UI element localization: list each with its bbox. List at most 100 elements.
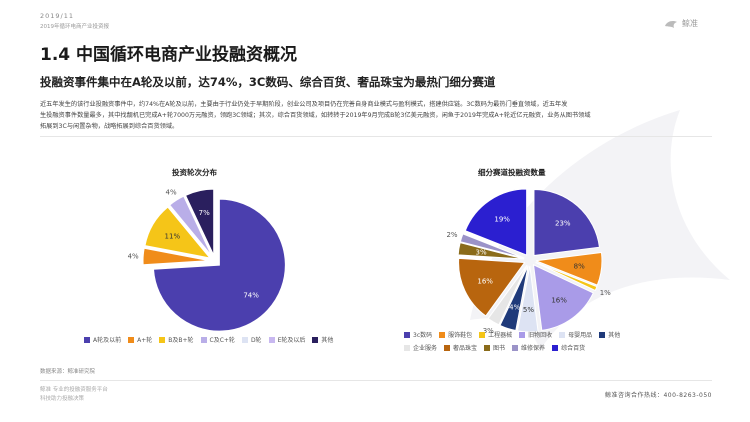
legend-label: 奢品珠宝 [453,345,478,352]
legend-label: 3c数码 [413,332,433,339]
legend-item: 综合百货 [552,343,585,352]
legend-swatch [444,344,451,351]
background-whale-shape [470,110,730,350]
pie-slice [142,247,210,266]
pie-chart-rounds: 74% 4% 11% 4% 7% [128,188,286,332]
slice-value-label: 5% [523,306,534,314]
legend-swatch [404,344,410,351]
slice-value-label: 3% [475,249,486,257]
legend-swatch [312,336,319,343]
pie-slice [457,242,525,260]
legend-item: C及C+轮 [200,335,235,344]
legend-item: D轮 [241,335,262,344]
legend-swatch [552,344,559,351]
slice-value-label: 23% [555,219,571,227]
legend-label: C及C+轮 [209,337,235,344]
legend-label: B及B+轮 [168,337,194,344]
pie-slice [144,206,212,259]
pie-slice [152,198,286,332]
pie-slice [535,261,598,292]
legend-swatch [479,331,486,338]
legend-segments: 3c数码 服饰鞋包 工程器械 旧物回收 母婴用品 其他企业服务 奢品珠宝 图书 维修保养 综合百货 [404,330,654,356]
legend-label: E轮及以后 [277,337,306,344]
chart-title-segments: 细分赛道投融资数量 [478,168,546,177]
legend-item: 企业服务 [404,343,437,352]
legend-label: 服饰鞋包 [448,332,473,339]
body-line: 拓展到3C与闲置杂物，战略拓展到综合百货领域。 [40,123,179,130]
source-note: 数据来源：鲸准研究院 [40,369,96,375]
legend-item: A轮及以前 [84,335,121,344]
legend-label: A轮及以前 [93,337,122,344]
legend-swatch [439,331,446,338]
footer-left: 鲸准 专业的投融资服务平台 科技助力投融决策 [40,386,108,404]
legend-label: A+轮 [137,337,153,344]
legend-swatch [268,336,275,343]
slice-value-label: 2% [446,231,457,239]
slice-value-label: 4% [166,188,177,196]
legend-swatch [404,331,410,338]
pie-chart-segments: 23% 8% 1% 16% 5%4% 3% 16% 3% 2% 19% [446,188,611,335]
pie-slice [533,188,601,257]
legend-swatch [200,336,207,343]
pie-slice [184,188,215,256]
slice-value-label: 3% [483,327,494,335]
pie-slice [464,188,528,256]
logo-text: 鲸准 [682,19,698,28]
legend-item: B及B+轮 [159,335,194,344]
slice-value-label: 4% [128,252,139,260]
legend-item: 母婴用品 [559,330,592,339]
legend-label: 企业服务 [413,345,438,352]
slice-value-label: 19% [494,216,510,224]
legend-swatch [599,331,606,338]
report-name: 2019年循环电商产业投资报 [40,24,109,30]
legend-item: 旧物回收 [519,330,552,339]
slice-value-label: 16% [477,278,493,286]
legend-label: 其他 [608,332,621,339]
page-title: 1.4 中国循环电商产业投融资概况 [40,45,298,65]
legend-item: 维修保养 [512,343,545,352]
legend-swatch [128,336,135,343]
legend-swatch [519,331,526,338]
legend-label: 工程器械 [488,332,513,339]
legend-item: A+轮 [128,335,152,344]
slice-value-label: 1% [600,289,611,297]
legend-label: 维修保养 [521,345,546,352]
pie-slice [459,233,525,259]
legend-swatch [512,344,519,351]
slice-value-label: 4% [509,304,520,312]
legend-item: 其他 [312,335,333,344]
legend-item: 工程器械 [479,330,512,339]
divider [40,380,712,381]
legend-swatch [159,336,166,343]
whale-logo-icon [665,20,677,28]
legend-rounds: A轮及以前 A+轮 B及B+轮 C及C+轮 D轮 E轮及以后 其他 [84,335,354,348]
legend-item: 图书 [484,343,505,352]
slice-value-label: 74% [243,291,259,299]
pie-slice [169,195,213,257]
slice-value-label: 11% [165,232,181,240]
footer-line: 鲸准 专业的投融资服务平台 [40,387,108,393]
body-line: 生投融资事件数量最多，其中找靓机已完成A+轮7000万元融资，领跑3C领域；其次… [40,112,591,119]
legend-label: 综合百货 [561,345,586,352]
slice-value-label: 16% [551,297,567,305]
slice-value-label: 7% [199,209,210,217]
legend-label: D轮 [250,337,262,344]
page-subtitle: 投融资事件集中在A轮及以前，达74%，3C数码、综合百货、奢品珠宝为最热门细分赛… [40,75,496,89]
body-paragraph: 近五年发生的该行业投融资事件中，约74%在A轮及以前，主要由于行业仍处于早期阶段… [40,99,712,132]
legend-item: 3c数码 [404,330,432,339]
legend-item: 奢品珠宝 [444,343,477,352]
footer-line: 科技助力投融决策 [40,396,85,402]
footer-hotline: 鲸准咨询合作热线：400-8263-050 [604,392,712,399]
legend-swatch [484,344,491,351]
legend-item: 其他 [599,330,620,339]
chart-title-rounds: 投资轮次分布 [172,168,217,177]
legend-label: 母婴用品 [568,332,593,339]
brand-logo: 鲸准 [664,18,698,29]
pie-slice [487,264,528,326]
legend-swatch [241,336,248,343]
legend-item: 服饰鞋包 [439,330,472,339]
legend-swatch [559,331,566,338]
pie-slice [532,264,594,331]
legend-item: E轮及以后 [268,335,306,344]
divider [40,136,712,137]
